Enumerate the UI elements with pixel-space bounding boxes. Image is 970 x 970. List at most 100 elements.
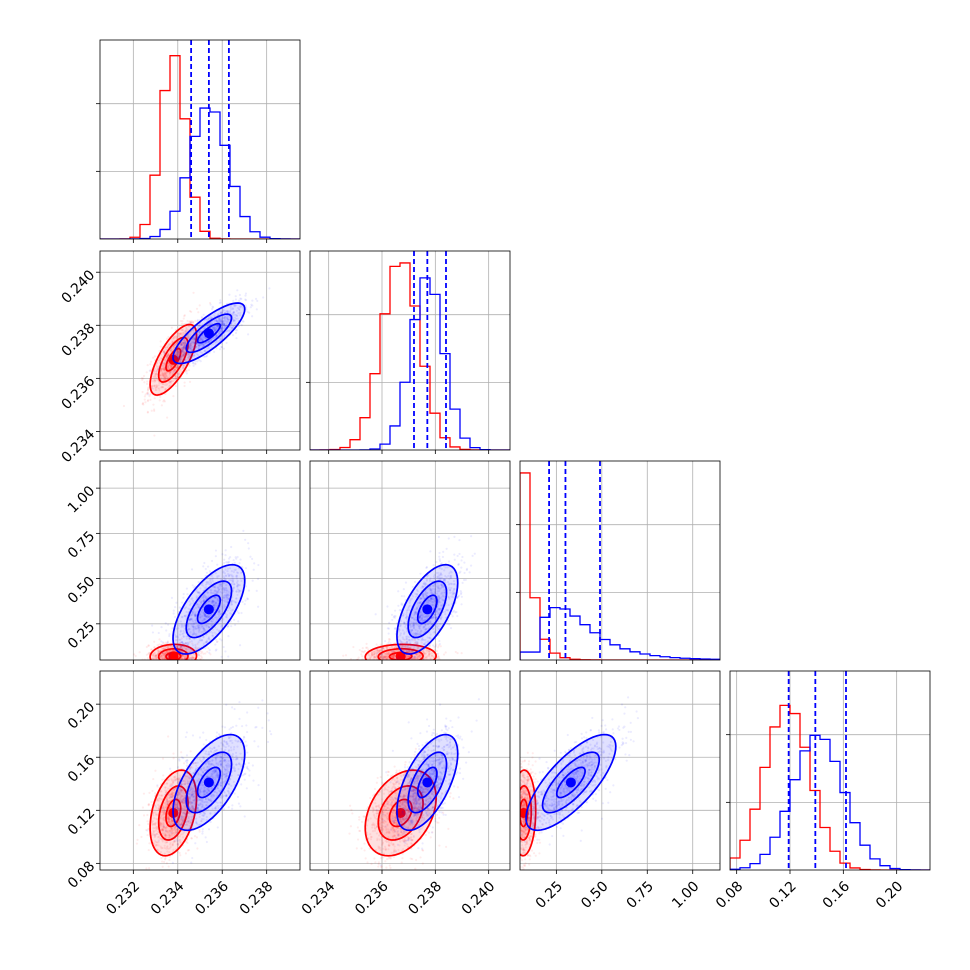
sample-point	[182, 350, 185, 353]
sample-point	[181, 366, 184, 369]
sample-point	[217, 331, 220, 334]
sample-point	[179, 358, 182, 362]
sample-point	[222, 309, 225, 312]
sample-point	[160, 663, 162, 665]
sample-point	[190, 662, 192, 664]
sample-point	[161, 373, 164, 376]
sample-point	[232, 558, 235, 562]
sample-point	[179, 336, 182, 339]
sample-point	[177, 356, 180, 360]
sample-point	[168, 633, 171, 636]
sample-point	[163, 376, 166, 379]
sample-point	[203, 662, 205, 664]
sample-point	[174, 377, 178, 380]
sample-point	[438, 642, 441, 646]
sample-point	[178, 360, 181, 363]
sample-point	[159, 668, 161, 670]
sample-point	[156, 662, 158, 664]
sample-point	[234, 313, 237, 316]
sample-point	[396, 664, 398, 666]
sample-point	[181, 334, 184, 337]
sample-point	[183, 340, 186, 343]
sample-point	[152, 408, 156, 411]
sample-point	[179, 666, 181, 668]
sample-point	[226, 317, 229, 321]
sample-point	[169, 657, 172, 660]
sample-point	[166, 666, 168, 668]
sample-point	[206, 347, 210, 350]
sample-point	[165, 355, 169, 359]
sample-point	[187, 356, 190, 359]
sample-point	[225, 320, 228, 323]
sample-point	[165, 665, 167, 667]
sample-point	[134, 654, 137, 658]
sample-point	[415, 662, 417, 664]
sample-point	[174, 661, 176, 663]
sample-point	[222, 316, 225, 319]
sample-point	[160, 370, 163, 373]
sample-point	[192, 291, 195, 294]
sample-point	[189, 344, 192, 347]
sample-point	[235, 317, 238, 321]
sample-point	[198, 331, 201, 334]
sample-point	[161, 386, 164, 389]
sample-point	[238, 308, 241, 311]
sample-point	[215, 334, 218, 338]
sample-point	[208, 651, 211, 655]
sample-point	[232, 311, 235, 314]
sample-point	[205, 355, 208, 358]
sample-point	[234, 316, 237, 319]
sample-point	[174, 664, 176, 666]
sample-point	[223, 324, 226, 327]
sample-point	[182, 346, 185, 349]
sample-point	[183, 347, 186, 350]
sample-point	[388, 663, 390, 665]
sample-point	[249, 555, 252, 558]
sample-point	[162, 667, 164, 669]
sample-point	[188, 354, 191, 357]
sample-point	[169, 366, 172, 369]
sample-point	[170, 596, 174, 599]
sample-point	[244, 538, 247, 541]
sample-point	[179, 354, 182, 358]
sample-point	[166, 366, 170, 369]
sample-point	[262, 296, 265, 299]
sample-point	[144, 661, 146, 663]
sample-point	[385, 663, 387, 665]
sample-point	[233, 618, 236, 622]
sample-point	[150, 660, 152, 662]
sample-point	[158, 389, 161, 392]
sample-point	[174, 662, 176, 664]
sample-point	[194, 342, 197, 345]
sample-point	[181, 353, 184, 356]
sample-point	[154, 379, 157, 382]
sample-point	[176, 356, 180, 359]
sample-point	[168, 667, 170, 669]
sample-point	[182, 665, 184, 667]
sample-point	[380, 668, 382, 670]
sample-point	[189, 347, 192, 350]
sample-point	[199, 360, 202, 363]
sample-point	[162, 363, 165, 366]
sample-point	[169, 348, 172, 352]
sample-point	[212, 343, 215, 346]
sample-point	[165, 337, 169, 340]
sample-point	[210, 316, 213, 319]
sample-point	[150, 663, 152, 665]
sample-point	[220, 320, 223, 323]
sample-point	[169, 380, 172, 383]
sample-point	[166, 345, 169, 348]
sample-point	[153, 665, 155, 667]
sample-point	[168, 372, 172, 375]
sample-point	[181, 348, 184, 352]
sample-point	[204, 341, 207, 345]
sample-point	[200, 655, 203, 658]
sample-point	[183, 358, 187, 361]
sample-point	[232, 310, 235, 314]
sample-point	[190, 662, 192, 664]
sample-point	[157, 384, 160, 387]
sample-point	[186, 666, 188, 668]
sample-point	[178, 663, 180, 665]
sample-point	[216, 341, 219, 344]
